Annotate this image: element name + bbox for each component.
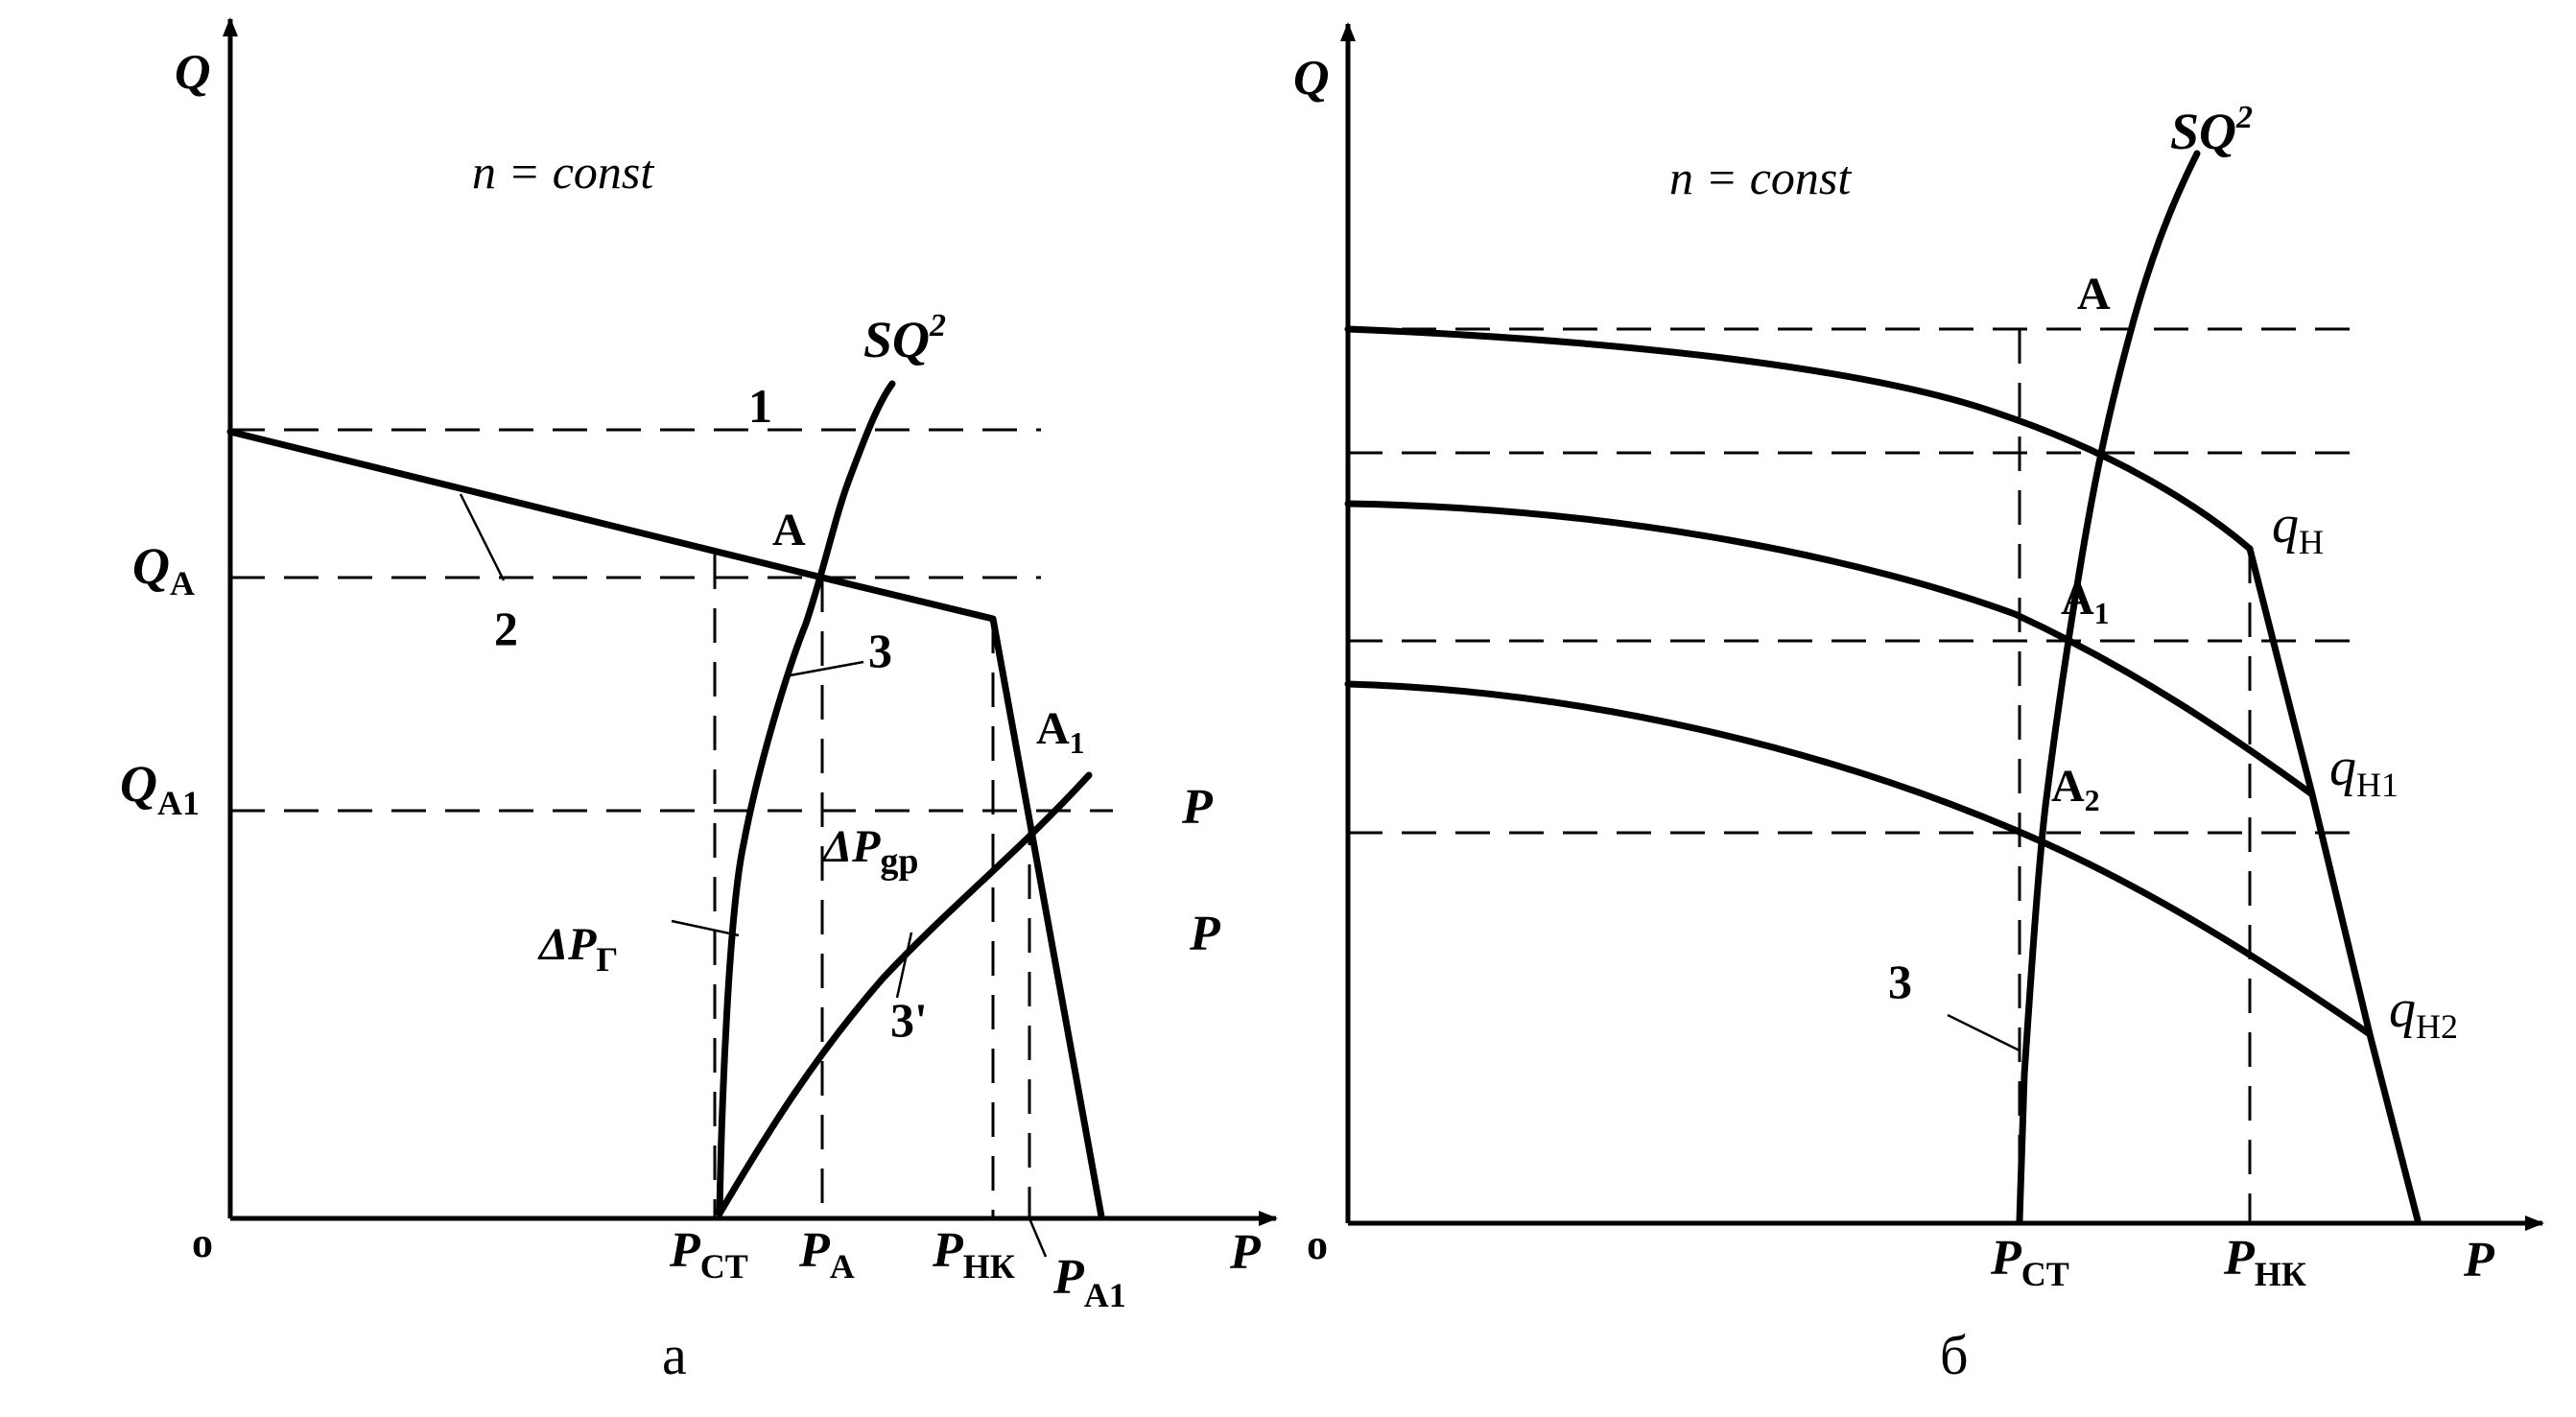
left-point-a1-label: A1 [1036,703,1085,760]
right-curve-pump-limit [2246,545,2422,1224]
right-point-a-label: A [2077,269,2111,319]
left-qa1-label: QA1 [120,755,200,822]
left-sq2-label: SQ2 [863,308,946,368]
right-p-nk-label: PНК [2223,1231,2306,1293]
right-curve-qh1 [1344,500,2316,798]
right-qh2-label: qН2 [2389,980,2458,1046]
right-axis-y-label: Q [1293,51,1330,106]
left-caption: а [662,1324,687,1386]
right-point-a2-label: A2 [2051,761,2100,817]
left-dp-gr-label: ΔPgр [821,821,919,882]
left-qa-label: QA [132,537,195,602]
left-label-2: 2 [494,602,518,655]
left-p-right-label-2: P [1189,907,1221,961]
left-curve-2 [226,428,1105,1220]
left-leader-3 [784,660,864,678]
left-curve-3prime [716,771,1093,1217]
left-p-right-label-1: P [1181,780,1214,835]
panel-a: Q P o n = const SQ2 1 2 3 3' A A1 QA QA1… [120,17,1278,1386]
right-axis-x-label: P [2463,1233,2495,1287]
right-leader-3 [1947,1013,2021,1052]
left-label-1: 1 [748,379,772,433]
left-leader-pa1 [1028,1217,1048,1258]
left-condition-label: n = const [472,145,654,199]
left-p-nk-label: PНК [932,1223,1015,1286]
left-axis-y-label: Q [175,45,211,100]
left-axis-x-label: P [1229,1225,1262,1280]
right-caption: б [1940,1324,1969,1386]
right-sq2-label: SQ2 [2170,100,2253,160]
left-leader-dpg [671,919,740,937]
left-curve-3 [716,380,896,1217]
right-curve-qh2 [1344,680,2374,1038]
right-p-st-label: PСТ [1990,1231,2069,1293]
left-point-a-label: A [772,505,806,555]
right-point-a1-label: A1 [2061,574,2110,630]
left-label-3prime: 3' [890,993,928,1047]
panel-b: Q P o n = const SQ2 A A1 A2 3 qН qН1 qН2… [1293,22,2544,1386]
left-p-a1-label: PA1 [1052,1250,1126,1314]
left-leader-2 [459,493,506,581]
right-origin-label: o [1307,1221,1328,1268]
left-origin-label: o [192,1219,213,1266]
right-label-3: 3 [1888,955,1912,1008]
right-condition-label: n = const [1669,151,1852,204]
left-leader-3prime [895,932,913,999]
left-dp-g-label: ΔPГ [537,919,618,979]
left-label-3: 3 [868,624,892,677]
right-curve-3-sq2 [2016,150,2201,1224]
right-qh-label: qН [2272,495,2324,561]
right-qh1-label: qН1 [2329,738,2399,804]
right-curve-qh [1344,325,2254,553]
left-p-st-label: PСТ [669,1223,748,1286]
left-p-a-label: PA [798,1223,855,1286]
